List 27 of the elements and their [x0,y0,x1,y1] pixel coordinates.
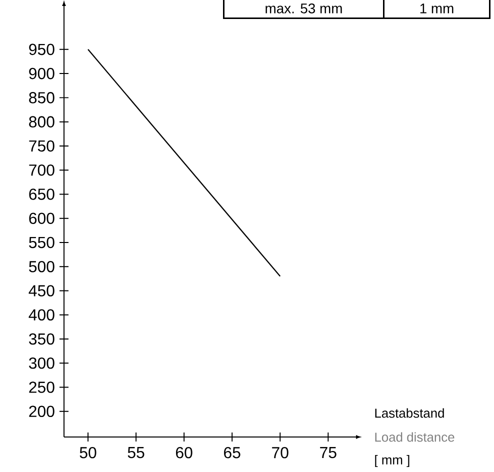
y-tick-label: 950 [29,44,54,56]
y-tick-label: 650 [29,188,54,200]
y-tick-label: 500 [29,260,54,272]
x-tick-label: 65 [224,447,240,458]
y-tick-label: 250 [29,382,54,393]
text: 1 mm [420,4,454,14]
y-tick-label: 200 [29,406,54,418]
x-tick-label: 55 [128,447,144,458]
y-tick-label: 600 [29,212,54,224]
y-tick-label: 700 [29,164,54,176]
y-tick-label: 450 [28,285,54,296]
x-axis-title: Lastabstand [375,408,444,418]
annotation: max. 53 mm [266,3,342,14]
y-tick-label: 300 [29,358,54,369]
y-tick-label: 400 [28,309,54,321]
x-tick-label: 60 [176,447,192,458]
y-tick-label: 900 [29,68,54,80]
text: Load distance [375,432,454,442]
x-tick-label: 70 [272,447,288,458]
y-tick-label: 800 [29,116,54,128]
y-tick-label: 550 [29,236,54,248]
text: [ mm ] [375,454,410,468]
y-tick-label: 750 [29,140,54,152]
y-tick-label: 350 [29,333,54,345]
x-tick-label: 50 [80,447,96,458]
x-tick-label: 75 [320,447,336,458]
y-tick-label: 850 [29,92,54,104]
